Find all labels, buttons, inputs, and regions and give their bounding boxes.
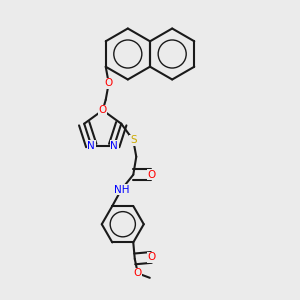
Text: N: N [87,140,95,151]
Text: S: S [130,135,136,145]
Text: O: O [147,170,155,180]
Text: NH: NH [113,185,129,195]
Text: O: O [147,252,155,262]
Text: N: N [110,140,118,151]
Text: O: O [105,78,113,88]
Text: O: O [99,105,107,115]
Text: O: O [134,268,142,278]
